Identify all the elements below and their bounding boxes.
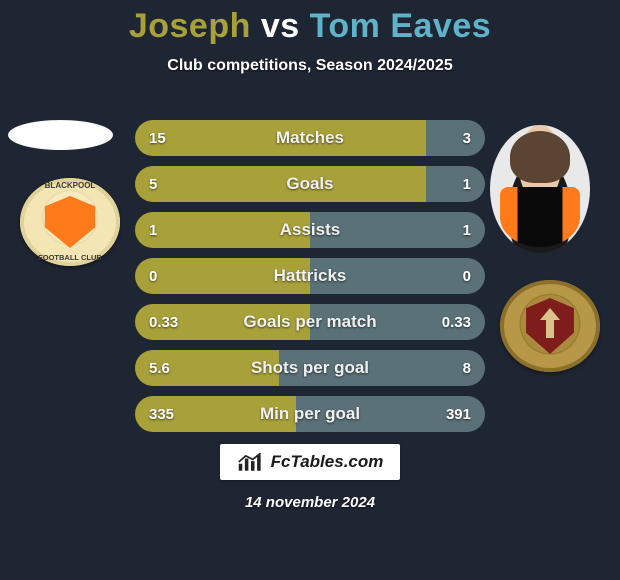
- date-text: 14 november 2024: [0, 494, 620, 511]
- stat-row: Goals per match0.33 0.33: [135, 304, 485, 340]
- brand-text: FcTables.com: [271, 452, 384, 472]
- stat-value-left: 5: [149, 166, 157, 202]
- stat-value-left: 5.6: [149, 350, 170, 386]
- stat-value-left: 1: [149, 212, 157, 248]
- stat-value-right: 0: [463, 258, 471, 294]
- stat-row: Assists1 1: [135, 212, 485, 248]
- stat-value-right: 391: [446, 396, 471, 432]
- stat-label: Matches: [135, 120, 485, 156]
- player1-avatar: [8, 120, 113, 150]
- title-player2: Tom Eaves: [310, 7, 492, 45]
- player2-club-crest: [500, 280, 600, 372]
- stat-row: Matches15 3: [135, 120, 485, 156]
- title-vs: vs: [261, 7, 300, 45]
- stat-label: Hattricks: [135, 258, 485, 294]
- title: Joseph vs Tom Eaves: [0, 0, 620, 47]
- brand-chart-icon: [237, 451, 265, 473]
- brand-badge: FcTables.com: [220, 444, 400, 480]
- stat-label: Assists: [135, 212, 485, 248]
- crest1-text-top: BLACKPOOL: [20, 181, 120, 190]
- stat-row: Min per goal335 391: [135, 396, 485, 432]
- stat-label: Goals per match: [135, 304, 485, 340]
- stat-row: Shots per goal5.6 8: [135, 350, 485, 386]
- stat-value-right: 1: [463, 212, 471, 248]
- title-player1: Joseph: [129, 7, 251, 45]
- stat-label: Min per goal: [135, 396, 485, 432]
- player2-avatar: [490, 125, 590, 253]
- player1-club-crest: BLACKPOOL FOOTBALL CLUB: [20, 178, 120, 266]
- stat-value-right: 0.33: [442, 304, 471, 340]
- stat-value-left: 0.33: [149, 304, 178, 340]
- stat-row: Goals5 1: [135, 166, 485, 202]
- stat-label: Goals: [135, 166, 485, 202]
- subtitle: Club competitions, Season 2024/2025: [0, 57, 620, 75]
- stat-row: Hattricks0 0: [135, 258, 485, 294]
- stats-container: Matches153Goals51Assists11Hattricks00Goa…: [135, 120, 485, 442]
- infographic: Joseph vs Tom Eaves Club competitions, S…: [0, 0, 620, 580]
- stat-value-right: 8: [463, 350, 471, 386]
- stat-value-right: 3: [463, 120, 471, 156]
- stat-value-right: 1: [463, 166, 471, 202]
- stat-value-left: 15: [149, 120, 166, 156]
- crest1-text-bottom: FOOTBALL CLUB: [20, 253, 120, 262]
- stat-value-left: 335: [149, 396, 174, 432]
- stat-value-left: 0: [149, 258, 157, 294]
- stat-label: Shots per goal: [135, 350, 485, 386]
